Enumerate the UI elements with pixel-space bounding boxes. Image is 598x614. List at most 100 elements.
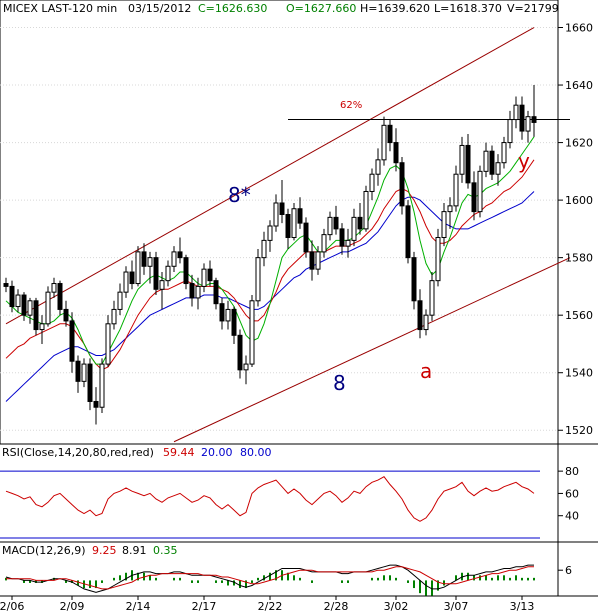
candle-body	[525, 116, 531, 132]
candle-body	[237, 334, 243, 371]
candle-body	[9, 285, 15, 308]
y-tick-label: 1560	[565, 309, 593, 322]
rsi-line	[5, 476, 535, 522]
candle-body	[21, 294, 27, 316]
candle-body	[495, 162, 501, 175]
wave-label-8: 8	[333, 371, 346, 395]
candle-body	[405, 205, 411, 259]
candle-body	[363, 190, 369, 230]
x-tick-label: 3/13	[510, 600, 535, 613]
candle-body	[309, 251, 315, 270]
wave-label-8-star: 8*	[228, 183, 251, 207]
price-axis: 1660 1640 1620 1600 1580 1560 1540 1520	[558, 22, 593, 437]
candle-body	[123, 271, 129, 293]
candle-body	[3, 283, 9, 287]
channel-upper-line	[5, 27, 535, 325]
candle-body	[435, 237, 441, 282]
candle-body	[153, 257, 159, 290]
candle-body	[39, 323, 45, 331]
rsi-tick-label: 60	[565, 487, 579, 500]
candle-body	[411, 257, 417, 302]
header-symbol: MICEX LAST-120 min	[3, 2, 117, 15]
rsi-value: 59.44	[163, 446, 195, 459]
x-tick-label: 3/02	[384, 600, 409, 613]
candle-body	[171, 251, 177, 267]
candle-body	[471, 182, 477, 213]
candle-body	[147, 257, 153, 267]
header-date: 03/15/2012	[128, 2, 191, 15]
x-tick-label: 2/22	[258, 600, 283, 613]
candles	[3, 85, 537, 425]
candle-body	[387, 124, 393, 144]
y-tick-label: 1620	[565, 137, 593, 150]
macd-series: 6	[5, 564, 572, 596]
candle-body	[225, 308, 231, 322]
macd-value: 9.25	[92, 544, 117, 557]
candle-body	[531, 116, 537, 123]
macd-label: MACD(12,26,9)	[2, 544, 86, 557]
y-tick-label: 1520	[565, 424, 593, 437]
candle-body	[321, 234, 327, 253]
candle-body	[303, 222, 309, 253]
candle-body	[117, 291, 123, 310]
header-low: L=1618.370	[434, 2, 502, 15]
rsi-upper: 80.00	[240, 446, 272, 459]
candle-body	[231, 308, 237, 336]
rsi-label: RSI(Close,14,20,80,red,red)	[2, 446, 154, 459]
wave-label-a: a	[420, 359, 432, 383]
header-volume: V=21799	[507, 2, 559, 15]
channel-lower-line	[173, 257, 571, 443]
candle-body	[87, 363, 93, 402]
candle-body	[381, 124, 387, 161]
candle-body	[243, 363, 249, 371]
y-tick-label: 1600	[565, 194, 593, 207]
candle-body	[417, 300, 423, 331]
candle-body	[75, 360, 81, 382]
ma-green-line	[5, 136, 535, 365]
candle-body	[339, 228, 345, 247]
date-axis: 2/06 2/09 2/14 2/17 2/22 2/28 3/02 3/07 3/13	[0, 596, 534, 613]
candle-body	[465, 144, 471, 184]
y-tick-label: 1580	[565, 252, 593, 265]
header-open: O=1627.660	[286, 2, 356, 15]
header-close: C=1626.630	[198, 2, 267, 15]
candle-body	[351, 216, 357, 241]
candle-body	[453, 173, 459, 207]
y-tick-label: 1640	[565, 79, 593, 92]
macd-tick-label: 6	[565, 564, 572, 577]
rsi-lower: 20.00	[201, 446, 233, 459]
candle-body	[189, 283, 195, 299]
grid	[0, 27, 558, 431]
candle-body	[345, 239, 351, 247]
candle-body	[459, 144, 465, 175]
macd-line	[5, 564, 534, 593]
candle-body	[69, 320, 75, 362]
candle-body	[159, 280, 165, 290]
candle-body	[519, 104, 525, 132]
rsi-series: 80 60 40	[0, 465, 579, 539]
candle-body	[375, 159, 381, 175]
x-tick-label: 2/06	[0, 600, 24, 613]
candle-body	[369, 173, 375, 192]
candle-body	[255, 257, 261, 302]
candle-body	[57, 283, 63, 310]
candle-body	[483, 150, 489, 172]
candle-body	[51, 283, 57, 293]
candle-body	[33, 300, 39, 331]
candle-body	[219, 303, 225, 322]
candle-body	[513, 104, 519, 121]
candle-body	[477, 170, 483, 213]
candle-body	[207, 268, 213, 282]
candle-body	[489, 150, 495, 175]
candle-body	[63, 308, 69, 322]
candle-body	[93, 400, 99, 408]
candle-body	[279, 202, 285, 215]
candle-body	[291, 208, 297, 239]
candle-body	[177, 251, 183, 259]
candle-body	[501, 142, 507, 164]
fib-label: 62%	[340, 100, 362, 111]
candle-body	[135, 251, 141, 285]
candle-body	[297, 208, 303, 224]
